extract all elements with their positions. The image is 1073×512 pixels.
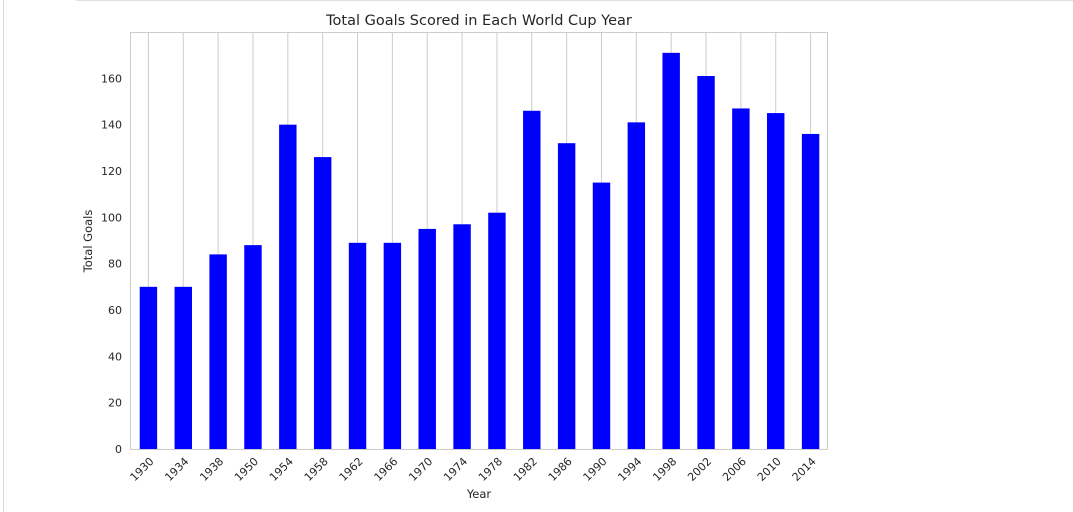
bar-1950 bbox=[244, 245, 262, 449]
x-tick-label-2014: 2014 bbox=[790, 455, 819, 484]
y-tick-label-120: 120 bbox=[101, 165, 122, 178]
x-tick-label-1934: 1934 bbox=[162, 455, 191, 484]
bar-1958 bbox=[313, 157, 332, 449]
x-tick-label-1994: 1994 bbox=[615, 455, 644, 484]
x-tick-label-1962: 1962 bbox=[337, 455, 366, 484]
bar-1938 bbox=[209, 254, 227, 449]
bar-1990 bbox=[592, 182, 611, 450]
y-tick-label-100: 100 bbox=[101, 211, 122, 224]
y-axis-label: Total Goals bbox=[81, 210, 95, 274]
bar-1966 bbox=[383, 242, 402, 449]
x-tick-label-1954: 1954 bbox=[267, 455, 296, 484]
cell-top-border bbox=[76, 0, 1073, 1]
x-tick-label-2006: 2006 bbox=[720, 455, 749, 484]
y-tick-label-140: 140 bbox=[101, 119, 122, 132]
x-tick-label-1978: 1978 bbox=[476, 455, 505, 484]
y-tick-label-160: 160 bbox=[101, 72, 122, 85]
bar-1994 bbox=[627, 122, 646, 449]
x-tick-label-1970: 1970 bbox=[406, 455, 435, 484]
y-tick-labels: 0 20 40 60 80 100 120 140 160 bbox=[101, 72, 122, 456]
bar-2010 bbox=[767, 113, 785, 449]
bar-1934 bbox=[174, 286, 192, 449]
bar-1998 bbox=[662, 52, 680, 449]
x-tick-labels: 1930 1934 1938 1950 1954 1958 1962 1966 1970 1974… bbox=[128, 455, 819, 484]
chart-title: Total Goals Scored in Each World Cup Yea… bbox=[325, 13, 632, 29]
x-tick-label-1966: 1966 bbox=[372, 455, 401, 484]
x-tick-label-1950: 1950 bbox=[232, 455, 261, 484]
x-tick-label-1938: 1938 bbox=[197, 455, 226, 484]
x-tick-label-1998: 1998 bbox=[650, 455, 679, 484]
y-tick-label-80: 80 bbox=[108, 258, 122, 271]
bar-1982 bbox=[523, 110, 541, 450]
x-tick-label-1958: 1958 bbox=[302, 455, 331, 484]
x-tick-label-1986: 1986 bbox=[546, 455, 575, 484]
x-axis-label: Year bbox=[466, 487, 492, 501]
cell-left-border bbox=[3, 0, 4, 512]
bar-1974 bbox=[453, 224, 471, 449]
x-tick-label-1990: 1990 bbox=[581, 455, 610, 484]
bar-1930 bbox=[139, 286, 158, 449]
bars bbox=[139, 52, 820, 450]
bar-1970 bbox=[418, 228, 436, 449]
bar-1986 bbox=[557, 143, 576, 449]
bar-2006 bbox=[732, 108, 750, 449]
x-tick-label-1982: 1982 bbox=[511, 455, 540, 484]
bar-1954 bbox=[279, 124, 297, 450]
y-tick-label-0: 0 bbox=[115, 443, 122, 456]
x-tick-label-2010: 2010 bbox=[755, 455, 784, 484]
x-tick-label-1930: 1930 bbox=[128, 455, 157, 484]
y-tick-label-40: 40 bbox=[108, 350, 122, 363]
y-tick-label-60: 60 bbox=[108, 304, 122, 317]
x-tick-label-1974: 1974 bbox=[441, 455, 470, 484]
plot-frame bbox=[130, 32, 828, 450]
bar-2002 bbox=[697, 76, 715, 450]
bar-2014 bbox=[801, 133, 820, 449]
bar-1962 bbox=[348, 242, 367, 449]
y-tick-label-20: 20 bbox=[108, 397, 122, 410]
x-tick-label-2002: 2002 bbox=[685, 455, 714, 484]
bar-1978 bbox=[488, 212, 506, 449]
